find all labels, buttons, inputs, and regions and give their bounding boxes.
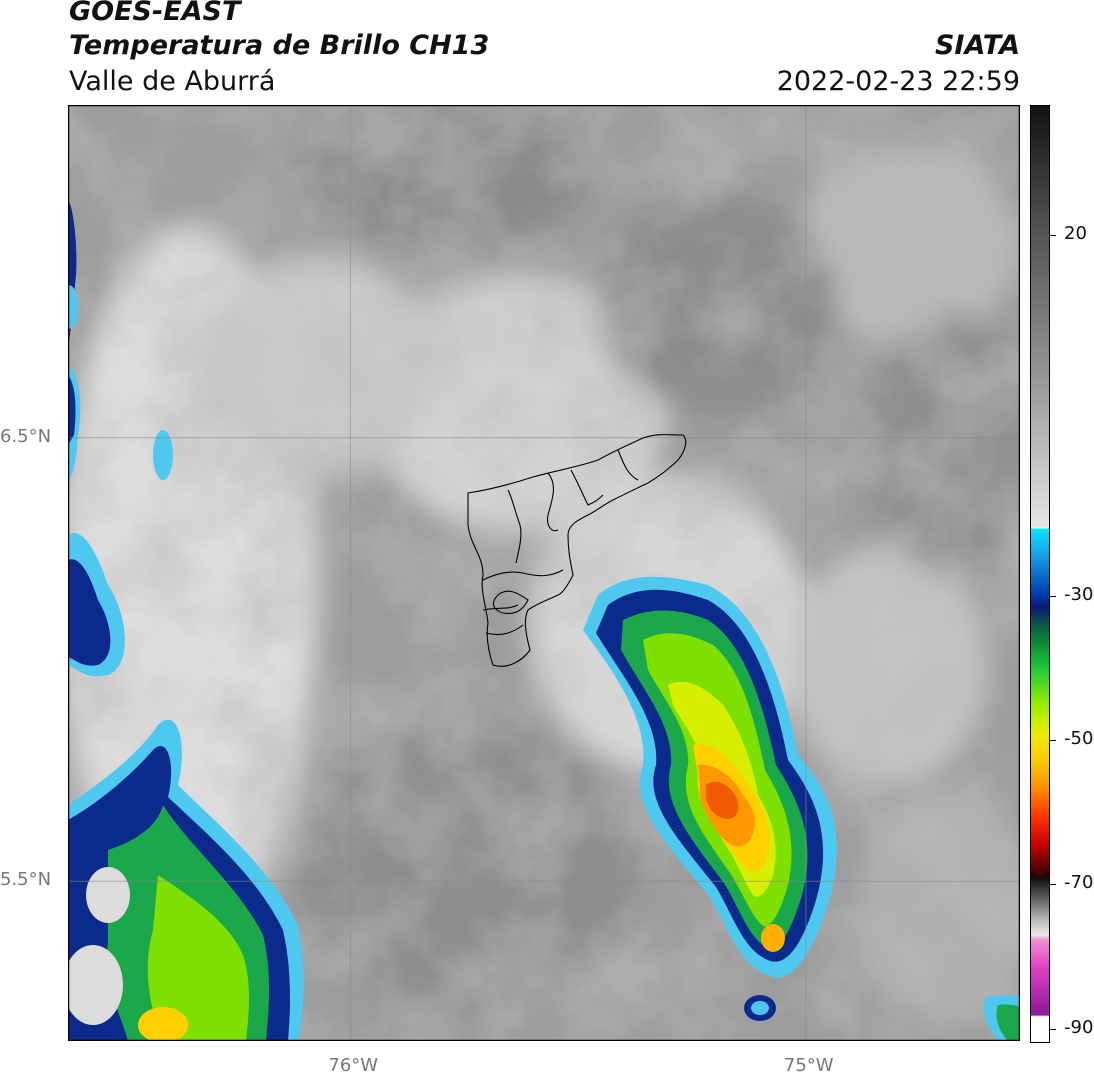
convective-cell-east [583, 576, 837, 978]
temperature-colorbar [1030, 105, 1050, 1043]
convective-cell-southwest [68, 719, 304, 1041]
colorbar-tick [1050, 595, 1056, 597]
convective-cell-west [68, 200, 173, 677]
aburra-valley-municipal-boundaries [467, 434, 687, 667]
product-title: Temperatura de Brillo CH13 [69, 30, 490, 61]
map-frame [68, 105, 1020, 1041]
lon-tick-label: 76°W [328, 1055, 379, 1076]
convective-cell-southeast [744, 995, 1020, 1041]
colorbar-tick [1050, 739, 1056, 741]
agency-label: SIATA [934, 30, 1020, 61]
gridlines [68, 105, 1020, 1041]
colorbar-tick-label: -30 [1064, 583, 1094, 605]
satellite-title: GOES-EAST [69, 0, 241, 27]
colorbar-tick-label: -70 [1064, 872, 1094, 894]
lat-tick-label: 6.5°N [0, 425, 52, 447]
colorbar-tick-label: 20 [1064, 222, 1087, 244]
colorbar-tick-label: -90 [1064, 1016, 1094, 1038]
colorbar-tick [1050, 1028, 1056, 1030]
deep-convection-cells [68, 200, 1020, 1041]
colorbar-tick-label: -50 [1064, 727, 1094, 749]
datetime-label: 2022-02-23 22:59 [776, 66, 1020, 97]
region-subtitle: Valle de Aburrá [69, 66, 276, 97]
satellite-map [68, 105, 1020, 1041]
colorbar-tick [1050, 234, 1056, 236]
lat-tick-label: 5.5°N [0, 869, 52, 891]
lon-tick-label: 75°W [783, 1055, 834, 1076]
colorbar-tick [1050, 884, 1056, 886]
